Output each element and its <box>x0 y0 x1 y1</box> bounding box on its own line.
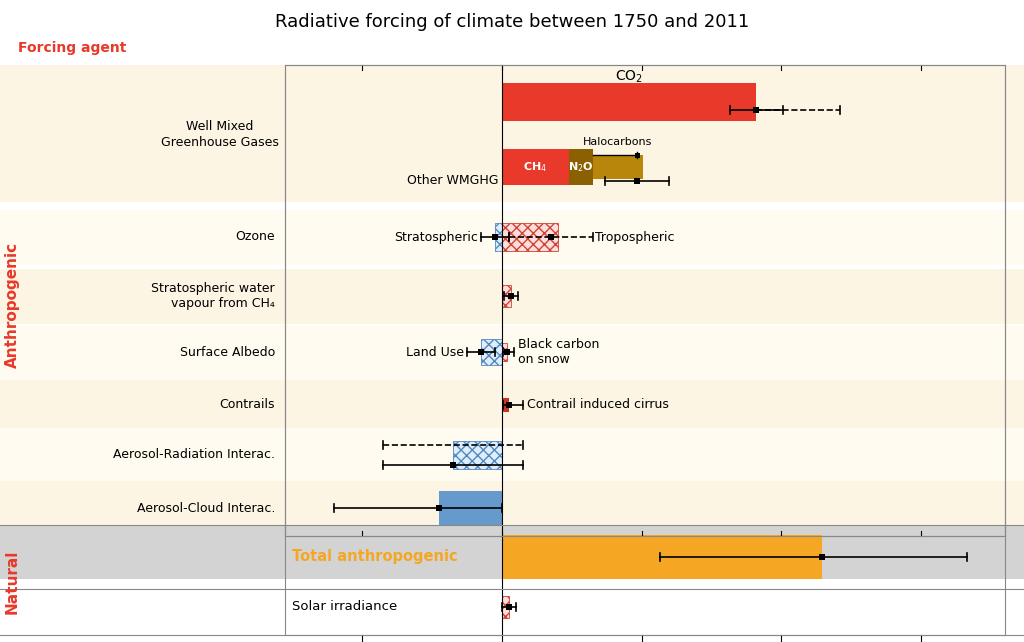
Text: Tropospheric: Tropospheric <box>595 230 675 243</box>
Text: Contrails: Contrails <box>219 399 275 412</box>
Text: Radiative forcing of climate between 1750 and 2011: Radiative forcing of climate between 175… <box>274 13 750 31</box>
Text: Solar irradiance: Solar irradiance <box>292 600 397 614</box>
Text: Ozone: Ozone <box>236 230 275 243</box>
Text: Stratospheric water
vapour from CH₄: Stratospheric water vapour from CH₄ <box>152 282 275 310</box>
Text: N$_2$O: N$_2$O <box>568 160 594 174</box>
Text: Halocarbons: Halocarbons <box>583 137 652 147</box>
Text: Anthropogenic: Anthropogenic <box>4 242 19 368</box>
Text: Aerosol-Cloud Interac.: Aerosol-Cloud Interac. <box>136 501 275 514</box>
Text: Contrail induced cirrus: Contrail induced cirrus <box>527 399 669 412</box>
Text: Land Use: Land Use <box>406 345 464 358</box>
Text: CO$_2$: CO$_2$ <box>615 69 643 85</box>
Text: Forcing agent: Forcing agent <box>18 41 126 55</box>
Text: Stratospheric: Stratospheric <box>394 230 478 243</box>
Text: Aerosol-Radiation Interac.: Aerosol-Radiation Interac. <box>113 449 275 462</box>
Text: Natural: Natural <box>4 550 19 614</box>
Text: Black carbon
on snow: Black carbon on snow <box>518 338 600 366</box>
Text: Other WMGHG: Other WMGHG <box>408 175 499 187</box>
Text: Well Mixed
Greenhouse Gases: Well Mixed Greenhouse Gases <box>161 121 279 148</box>
Text: Surface Albedo: Surface Albedo <box>180 345 275 358</box>
Text: Total anthropogenic: Total anthropogenic <box>292 550 458 564</box>
Text: CH$_4$: CH$_4$ <box>523 160 547 174</box>
